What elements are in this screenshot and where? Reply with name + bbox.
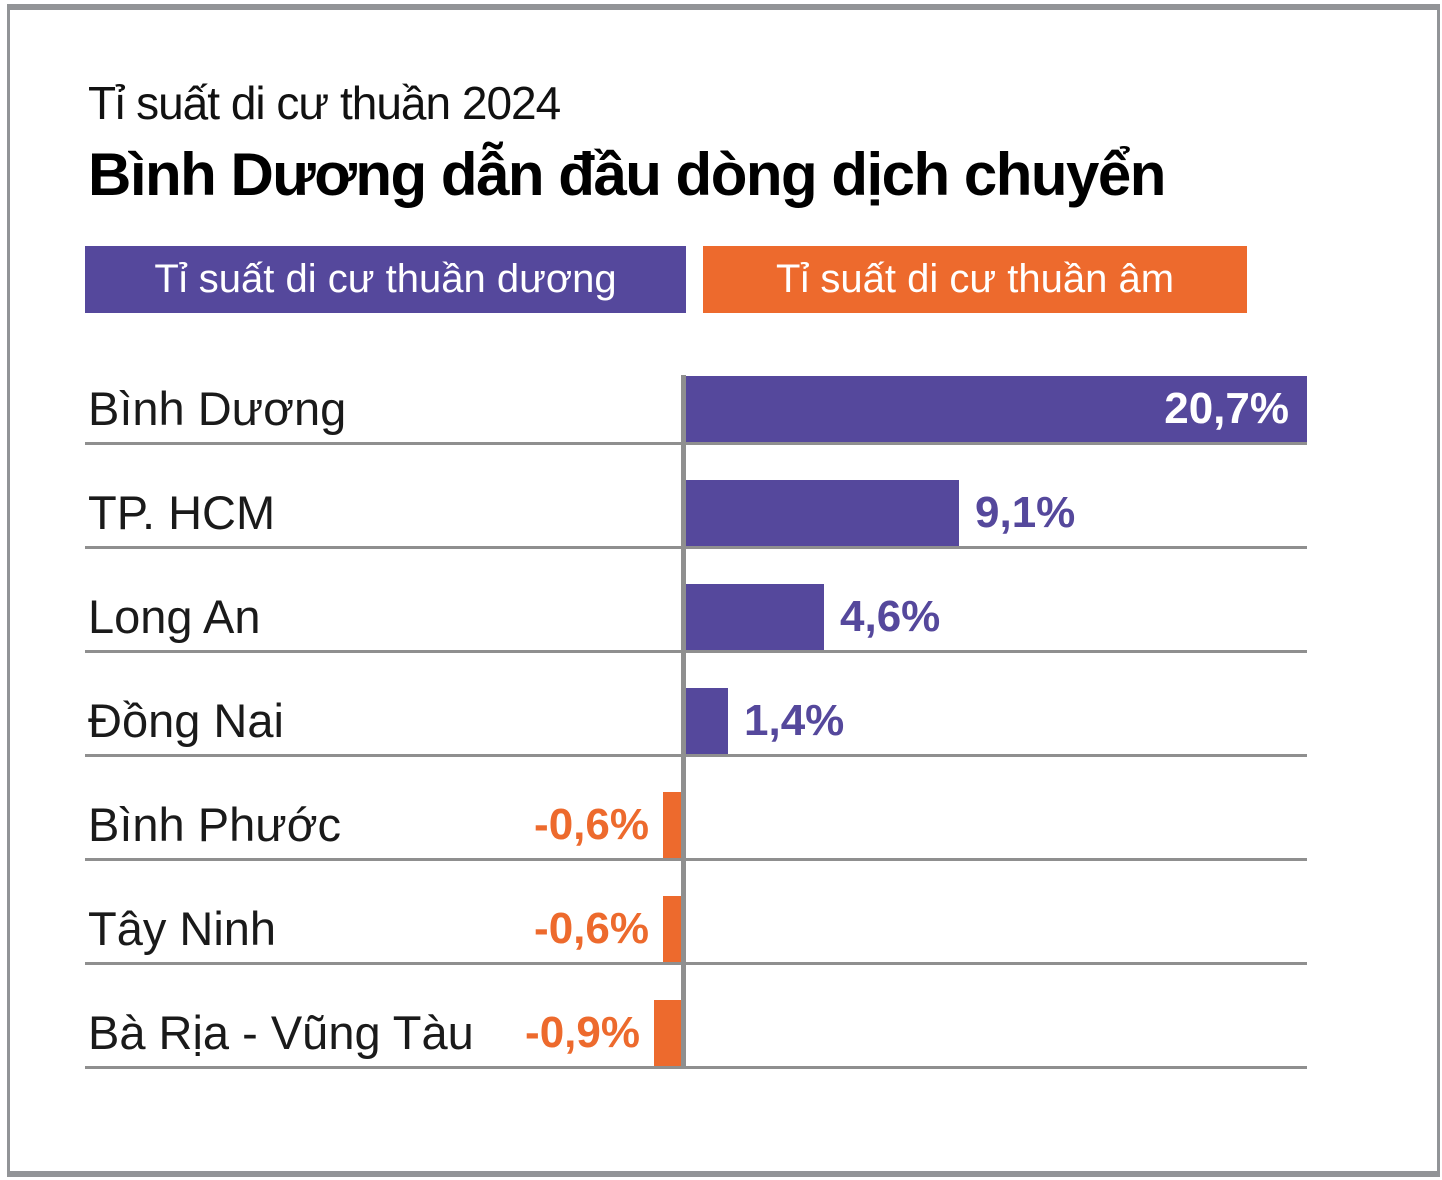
value-label: -0,6% bbox=[534, 904, 649, 953]
chart-row: TP. HCM 9,1% bbox=[85, 445, 1307, 549]
legend-positive-badge: Tỉ suất di cư thuần dương bbox=[85, 246, 686, 313]
chart-row: Long An 4,6% bbox=[85, 549, 1307, 653]
bar-positive bbox=[686, 688, 728, 754]
bar-negative bbox=[654, 1000, 681, 1066]
chart-subtitle: Tỉ suất di cư thuần 2024 bbox=[88, 77, 561, 129]
chart-rows: Bình Dương 20,7% TP. HCM 9,1% Long An 4,6% Đồn… bbox=[85, 341, 1307, 1069]
bar-positive bbox=[686, 480, 959, 546]
bar-negative bbox=[663, 896, 681, 962]
legend-negative-badge: Tỉ suất di cư thuần âm bbox=[703, 246, 1247, 313]
bar-positive: 20,7% bbox=[686, 376, 1307, 442]
value-label: 1,4% bbox=[744, 696, 845, 745]
chart-row: Bình Dương 20,7% bbox=[85, 341, 1307, 445]
category-label: Bình Phước bbox=[88, 798, 342, 851]
category-label: Bà Rịa - Vũng Tàu bbox=[88, 1006, 474, 1059]
chart-row: Bà Rịa - Vũng Tàu -0,9% bbox=[85, 965, 1307, 1069]
value-label: 4,6% bbox=[840, 592, 941, 641]
category-label: TP. HCM bbox=[88, 486, 276, 539]
value-label: -0,6% bbox=[534, 800, 649, 849]
bar-negative bbox=[663, 792, 681, 858]
category-label: Tây Ninh bbox=[88, 902, 277, 955]
chart-title: Bình Dương dẫn đầu dòng dịch chuyển bbox=[88, 141, 1166, 208]
value-label: 9,1% bbox=[975, 488, 1076, 537]
bar-positive bbox=[686, 584, 824, 650]
value-label: 20,7% bbox=[1164, 384, 1289, 433]
chart: Bình Dương 20,7% TP. HCM 9,1% Long An 4,6% Đồn… bbox=[85, 341, 1307, 1069]
category-label: Bình Dương bbox=[88, 382, 347, 435]
category-label: Đồng Nai bbox=[88, 694, 284, 747]
chart-row: Đồng Nai 1,4% bbox=[85, 653, 1307, 757]
value-label: -0,9% bbox=[525, 1008, 640, 1057]
zero-axis-line bbox=[681, 375, 686, 1069]
legend: Tỉ suất di cư thuần dương Tỉ suất di cư … bbox=[85, 246, 1247, 313]
chart-row: Bình Phước -0,6% bbox=[85, 757, 1307, 861]
category-label: Long An bbox=[88, 590, 261, 643]
chart-row: Tây Ninh -0,6% bbox=[85, 861, 1307, 965]
